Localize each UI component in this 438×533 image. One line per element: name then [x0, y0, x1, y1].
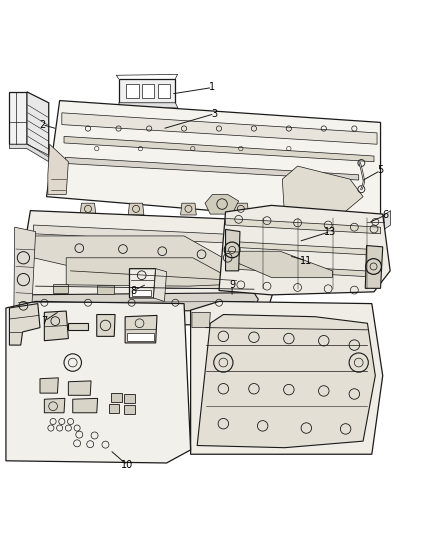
Polygon shape — [219, 205, 390, 295]
Polygon shape — [124, 405, 135, 414]
Polygon shape — [44, 398, 65, 413]
Polygon shape — [97, 314, 115, 336]
Polygon shape — [10, 144, 49, 161]
Text: 13: 13 — [324, 227, 336, 237]
Text: 10: 10 — [121, 460, 134, 470]
Polygon shape — [46, 101, 381, 216]
Polygon shape — [62, 113, 377, 144]
Text: 6: 6 — [383, 210, 389, 220]
Polygon shape — [68, 381, 91, 395]
Polygon shape — [73, 398, 98, 413]
Polygon shape — [226, 241, 381, 256]
Polygon shape — [127, 333, 153, 341]
Polygon shape — [64, 136, 374, 161]
Polygon shape — [10, 92, 27, 144]
Polygon shape — [192, 312, 210, 328]
Polygon shape — [367, 215, 384, 229]
Polygon shape — [142, 84, 154, 99]
Polygon shape — [109, 404, 120, 413]
Polygon shape — [127, 84, 139, 99]
Polygon shape — [205, 195, 239, 214]
Polygon shape — [12, 211, 283, 326]
Polygon shape — [153, 269, 166, 302]
Polygon shape — [18, 293, 258, 312]
Text: 2: 2 — [39, 119, 45, 130]
Polygon shape — [226, 219, 381, 234]
Polygon shape — [233, 203, 249, 215]
Polygon shape — [80, 203, 96, 215]
Polygon shape — [10, 304, 40, 345]
Polygon shape — [197, 314, 375, 448]
Polygon shape — [48, 144, 68, 195]
Polygon shape — [283, 166, 363, 215]
Polygon shape — [124, 394, 135, 403]
Polygon shape — [33, 236, 254, 288]
Polygon shape — [14, 227, 35, 319]
Polygon shape — [158, 84, 170, 99]
Polygon shape — [226, 251, 332, 277]
Text: 5: 5 — [378, 165, 384, 175]
Polygon shape — [130, 269, 155, 298]
Text: 7: 7 — [41, 316, 47, 326]
Polygon shape — [44, 311, 68, 341]
Polygon shape — [53, 284, 68, 293]
Polygon shape — [365, 246, 383, 288]
Text: 8: 8 — [131, 286, 137, 295]
Polygon shape — [226, 229, 240, 271]
Polygon shape — [27, 92, 49, 157]
Polygon shape — [180, 203, 196, 215]
Polygon shape — [111, 393, 122, 402]
Polygon shape — [33, 225, 263, 245]
Text: 11: 11 — [300, 256, 312, 266]
Polygon shape — [191, 302, 383, 454]
Polygon shape — [68, 323, 88, 330]
Polygon shape — [119, 103, 178, 108]
Polygon shape — [119, 79, 175, 103]
Polygon shape — [40, 378, 58, 393]
Polygon shape — [226, 263, 381, 277]
Polygon shape — [97, 285, 114, 294]
Polygon shape — [66, 258, 241, 286]
Text: 3: 3 — [212, 109, 218, 119]
Text: 1: 1 — [209, 83, 215, 93]
Polygon shape — [6, 302, 191, 463]
Polygon shape — [65, 157, 359, 180]
Text: 9: 9 — [229, 280, 235, 290]
Polygon shape — [141, 286, 158, 294]
Polygon shape — [125, 316, 157, 343]
Polygon shape — [128, 203, 144, 215]
Polygon shape — [384, 211, 391, 229]
Polygon shape — [132, 290, 151, 296]
